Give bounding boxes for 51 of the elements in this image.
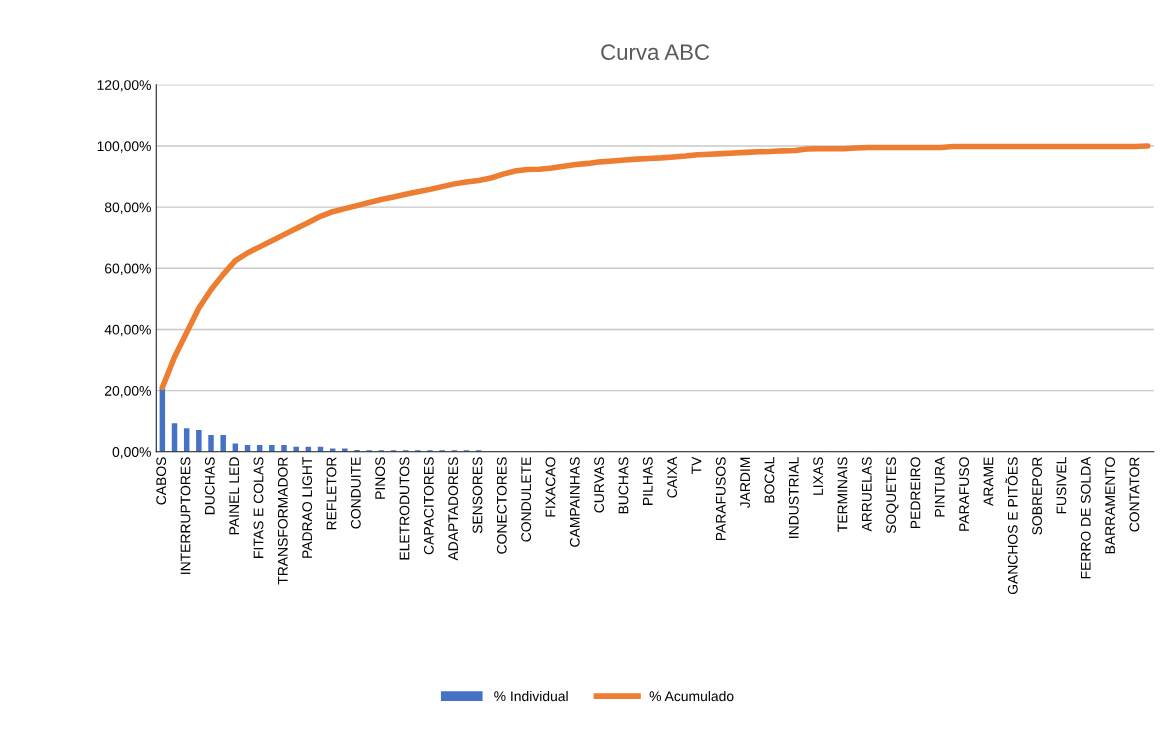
x-tick-label: INTERRUPTORES (180, 457, 191, 574)
legend-label: % Acumulado (649, 690, 734, 702)
x-tick-label: CONDUITE (350, 457, 361, 529)
x-tick-label: CABOS (156, 457, 167, 505)
x-tick-label: FITAS E COLAS (253, 457, 264, 558)
x-tick-label: CURVAS (594, 457, 605, 513)
x-tick-label: ARRUELAS (861, 457, 872, 532)
y-tick-label: 20,00% (105, 385, 151, 398)
y-tick-label: 0,00% (112, 447, 151, 459)
x-tick-label: ADAPTADORES (448, 457, 459, 561)
x-tick-label: PILHAS (642, 457, 653, 505)
x-tick-label: REFLETOR (326, 457, 337, 530)
x-tick-label: BUCHAS (618, 457, 629, 514)
x-tick-label: BOCAL (764, 457, 775, 503)
x-tick-label: PARAFUSOS (715, 457, 726, 541)
x-tick-label: PADRAO LIGHT (302, 456, 313, 558)
x-tick-label: PARAFUSO (959, 457, 970, 531)
x-tick-label: PINOS (375, 457, 386, 499)
y-tick-label: 40,00% (104, 324, 151, 337)
y-tick-label: 60,00% (105, 263, 151, 276)
x-tick-label: ARAME (983, 457, 994, 506)
x-tick-label: INDUSTRIAL (788, 457, 799, 538)
x-tick-label: CONECTORES (496, 457, 507, 554)
x-tick-label: CAIXA (667, 456, 678, 498)
x-tick-label: CAMPAINHAS (569, 457, 580, 547)
x-tick-label: BARRAMENTO (1105, 457, 1115, 554)
x-tick-label: PAINEL LED (229, 457, 239, 535)
x-tick-label: SOQUETES (886, 457, 899, 534)
x-tick-label: FUSIVEL (1056, 457, 1067, 514)
x-tick-label: SOBREPOR (1032, 457, 1043, 535)
y-tick-label: 100,00% (97, 141, 151, 153)
x-tick-label: TV (691, 456, 702, 475)
x-tick-label: LIXAS (813, 457, 824, 495)
x-tick-label: SENSORES (472, 457, 483, 534)
x-tick-label: FERRO DE SOLDA (1080, 456, 1091, 579)
x-tick-label: DUCHAS (204, 457, 215, 515)
legend-label: % Individual (494, 690, 568, 702)
x-tick-label: GANCHOS E PITÕES (1005, 457, 1018, 595)
x-tick-label: PINTURA (934, 456, 945, 517)
x-tick-label: CAPACITORES (423, 457, 434, 555)
x-tick-label: TERMINAIS (837, 457, 848, 532)
y-tick-label: 80,00% (104, 202, 151, 214)
x-tick-label: FIXACAO (545, 457, 556, 517)
x-tick-label: CONDULETE (521, 457, 532, 542)
y-tick-label: 120,00% (97, 80, 151, 92)
x-tick-label: JARDIM (740, 457, 751, 509)
x-tick-label: PEDREIRO (910, 457, 921, 529)
x-tick-label: ELETRODUTOS (399, 457, 410, 560)
chart-title: Curva ABC (601, 44, 710, 61)
x-tick-label: CONTATOR (1129, 457, 1140, 532)
x-tick-label: TRANSFORMADOR (277, 457, 288, 585)
